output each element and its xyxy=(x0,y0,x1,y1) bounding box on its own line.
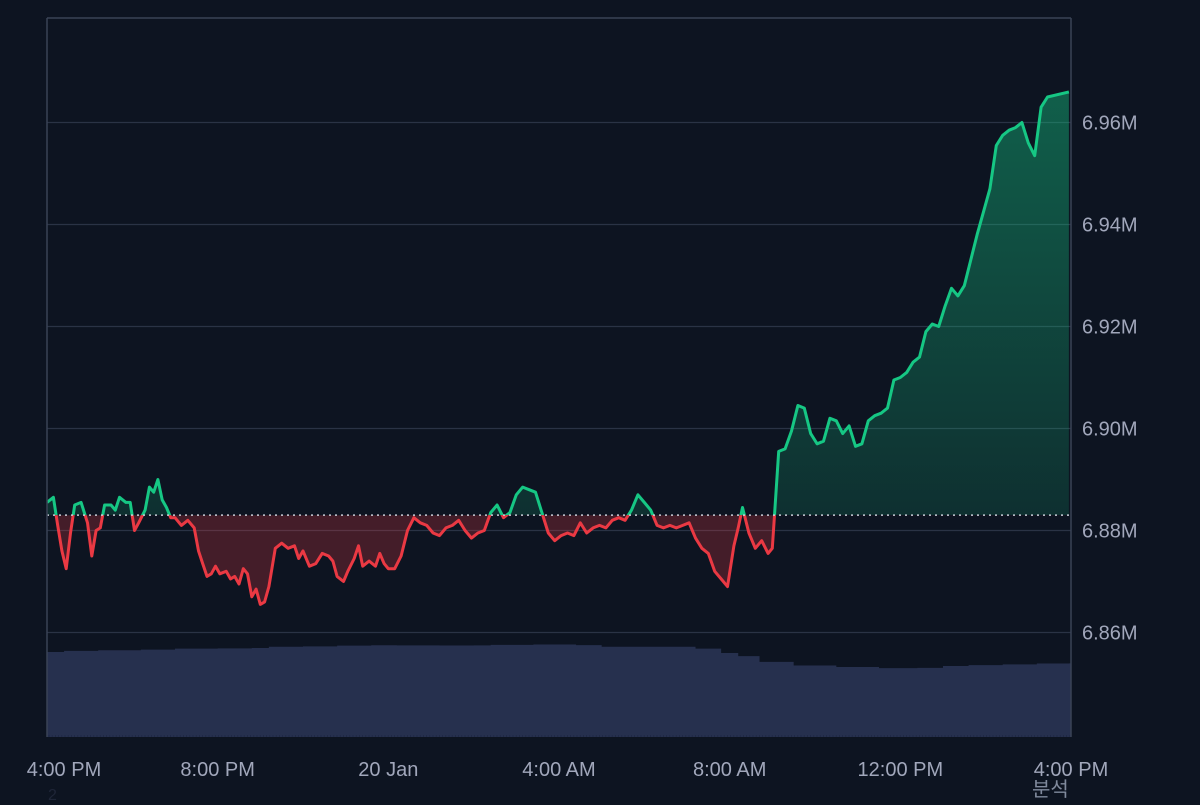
x-tick-label: 4:00 PM xyxy=(27,759,101,781)
y-tick-label: 6.90M xyxy=(1082,418,1138,440)
volume-area xyxy=(47,644,1071,737)
price-line xyxy=(47,90,1070,606)
x-tick-label: 20 Jan xyxy=(358,759,418,781)
y-tick-label: 6.96M xyxy=(1082,113,1138,135)
y-tick-label: 6.88M xyxy=(1082,520,1138,542)
price-area xyxy=(47,91,1069,605)
y-axis-ticks: 6.86M 6.88M 6.90M 6.92M 6.94M 6.96M xyxy=(1082,113,1138,645)
x-tick-label: 12:00 PM xyxy=(858,759,944,781)
price-area-down xyxy=(47,515,1069,605)
corner-label-left: 2 xyxy=(48,787,57,800)
corner-label-right: 분석 xyxy=(1032,778,1069,800)
x-tick-label: 8:00 AM xyxy=(693,759,766,781)
x-tick-label: 4:00 AM xyxy=(522,759,595,781)
price-line-down xyxy=(54,515,777,606)
y-tick-label: 6.92M xyxy=(1082,317,1138,339)
grid-lines xyxy=(47,121,1071,634)
y-tick-label: 6.94M xyxy=(1082,215,1138,237)
x-axis-ticks: 4:00 PM 8:00 PM 20 Jan 4:00 AM 8:00 AM 12:00 … xyxy=(27,759,1108,781)
x-tick-label: 4:00 PM xyxy=(1034,759,1108,781)
y-tick-label: 6.86M xyxy=(1082,622,1138,644)
plot-frame xyxy=(46,17,1072,737)
volume-fill xyxy=(47,644,1071,737)
x-tick-label: 8:00 PM xyxy=(180,759,254,781)
price-area-up xyxy=(47,91,1069,516)
price-line-up xyxy=(47,90,1070,516)
